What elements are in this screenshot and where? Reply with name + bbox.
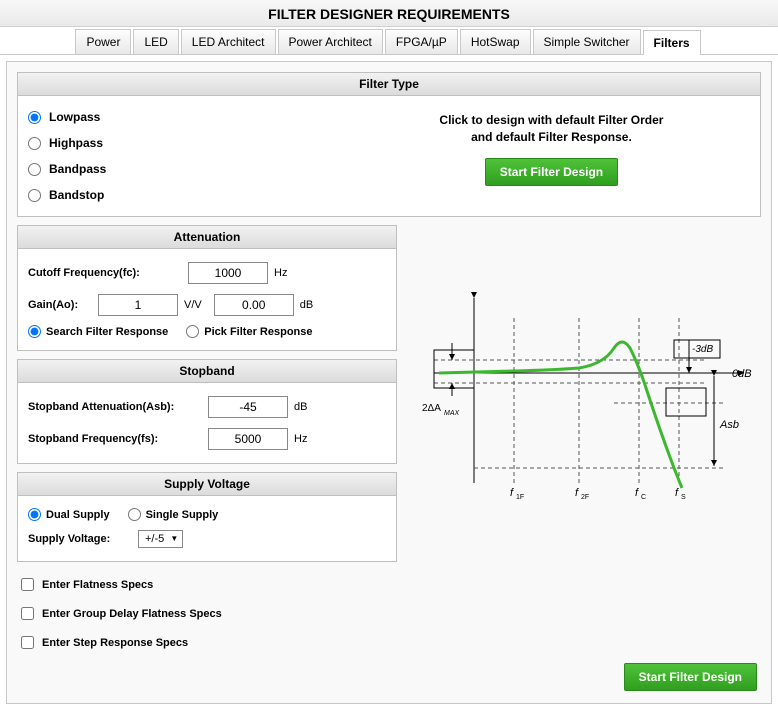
hint-line1: Click to design with default Filter Orde… [353,112,750,129]
radio-bandstop[interactable] [28,189,41,202]
cutoff-label: Cutoff Frequency(fc): [28,267,188,279]
radio-highpass[interactable] [28,137,41,150]
radio-bandstop-label: Bandstop [49,188,104,202]
tab-simple-switcher[interactable]: Simple Switcher [533,29,641,54]
tab-filters[interactable]: Filters [643,30,701,55]
filter-type-panel: Filter Type Lowpass Highpass Bandpass Ba… [17,72,761,217]
check-group-delay[interactable] [21,607,34,620]
supply-voltage-label: Supply Voltage: [28,533,138,545]
supply-panel: Supply Voltage Dual Supply Single Supply… [17,472,397,562]
check-group-delay-label: Enter Group Delay Flatness Specs [42,608,222,620]
tab-hotswap[interactable]: HotSwap [460,29,531,54]
filter-type-header: Filter Type [18,73,760,96]
stop-freq-unit: Hz [294,433,307,445]
radio-lowpass-label: Lowpass [49,110,100,124]
stop-att-input[interactable] [208,396,288,418]
svg-text:Asb: Asb [719,419,739,431]
radio-lowpass[interactable] [28,111,41,124]
tab-power-architect[interactable]: Power Architect [278,29,383,54]
gain-db-input[interactable] [214,294,294,316]
cutoff-input[interactable] [188,262,268,284]
radio-highpass-label: Highpass [49,136,103,150]
gain-input[interactable] [98,294,178,316]
svg-text:S: S [681,494,686,501]
check-step-response[interactable] [21,636,34,649]
svg-text:2ΔA: 2ΔA [422,403,441,414]
start-filter-design-button-bottom[interactable]: Start Filter Design [624,663,757,691]
radio-single-supply[interactable] [128,508,141,521]
svg-text:C: C [641,494,646,501]
cutoff-unit: Hz [274,267,287,279]
svg-text:f: f [675,487,679,499]
radio-single-supply-label: Single Supply [146,509,219,521]
radio-pick-response[interactable] [186,325,199,338]
svg-text:f: f [575,487,579,499]
svg-text:2F: 2F [581,494,589,501]
check-step-response-label: Enter Step Response Specs [42,637,188,649]
radio-dual-supply[interactable] [28,508,41,521]
svg-text:f: f [510,487,514,499]
stopband-header: Stopband [18,360,396,383]
stop-freq-input[interactable] [208,428,288,450]
radio-search-response[interactable] [28,325,41,338]
radio-dual-supply-label: Dual Supply [46,509,110,521]
gain-unit1: V/V [184,299,202,311]
response-diagram: 0dB -3dB Asb 2ΔA MAX f 1F f 2F f C f S [407,225,761,570]
supply-header: Supply Voltage [18,473,396,496]
gain-unit2: dB [300,299,313,311]
radio-search-response-label: Search Filter Response [46,326,168,338]
tab-led[interactable]: LED [133,29,178,54]
check-flatness[interactable] [21,578,34,591]
tab-fpga[interactable]: FPGA/µP [385,29,458,54]
page-title: FILTER DESIGNER REQUIREMENTS [0,0,778,27]
gain-label: Gain(Ao): [28,299,98,311]
hint-line2: and default Filter Response. [353,129,750,146]
supply-voltage-select[interactable]: +/-5 [138,530,183,548]
attenuation-panel: Attenuation Cutoff Frequency(fc): Hz Gai… [17,225,397,351]
svg-text:1F: 1F [516,494,524,501]
stopband-panel: Stopband Stopband Attenuation(Asb): dB S… [17,359,397,464]
radio-pick-response-label: Pick Filter Response [204,326,312,338]
radio-bandpass[interactable] [28,163,41,176]
stop-att-label: Stopband Attenuation(Asb): [28,401,208,413]
stop-att-unit: dB [294,401,307,413]
radio-bandpass-label: Bandpass [49,162,106,176]
stop-freq-label: Stopband Frequency(fs): [28,433,208,445]
svg-text:f: f [635,487,639,499]
tab-bar: Power LED LED Architect Power Architect … [0,27,778,55]
start-filter-design-button-top[interactable]: Start Filter Design [485,158,618,186]
svg-text:0dB: 0dB [732,368,752,380]
svg-text:MAX: MAX [444,410,460,417]
main-panel: Filter Type Lowpass Highpass Bandpass Ba… [6,61,772,704]
tab-power[interactable]: Power [75,29,131,54]
svg-text:-3dB: -3dB [692,344,713,355]
attenuation-header: Attenuation [18,226,396,249]
check-flatness-label: Enter Flatness Specs [42,579,153,591]
tab-led-architect[interactable]: LED Architect [181,29,276,54]
